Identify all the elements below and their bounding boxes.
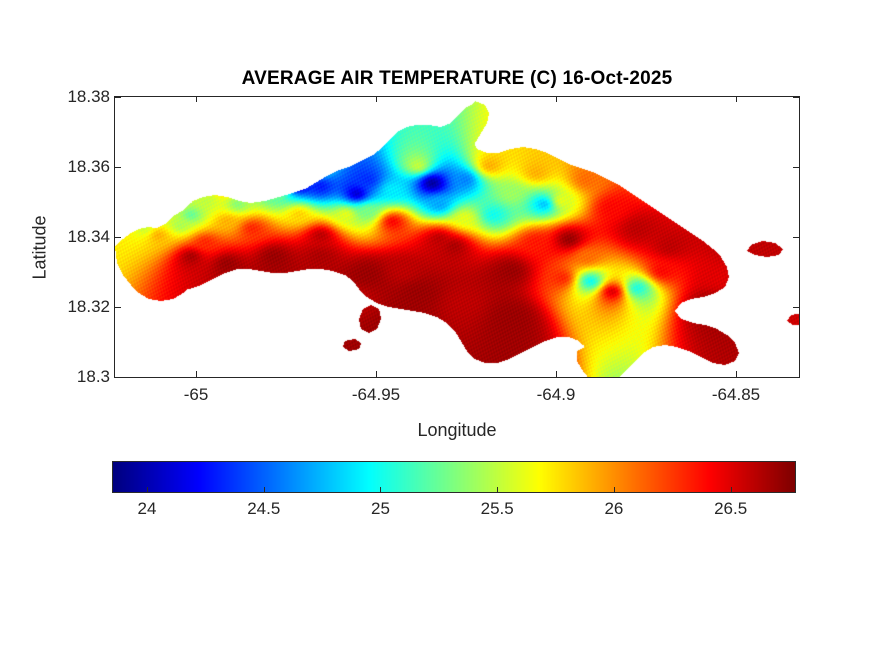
colorbar-gradient	[112, 461, 796, 493]
y-axis-tick-label: 18.3	[76, 367, 110, 386]
colorbar-tick	[730, 487, 732, 493]
x-axis-tick	[376, 371, 377, 377]
x-axis-tick	[736, 96, 737, 102]
x-axis-label: Longitude	[417, 420, 497, 440]
x-axis-tick-label: -64.95	[351, 385, 401, 404]
y-axis-tick-label: 18.32	[67, 297, 110, 316]
y-axis-tick	[115, 307, 121, 308]
colorbar-tick	[613, 487, 615, 493]
y-axis-tick-label: 18.38	[67, 87, 110, 106]
y-axis-tick	[115, 167, 121, 168]
x-axis-tick	[196, 371, 197, 377]
colorbar-tick-label: 25.5	[480, 499, 514, 518]
x-axis-tick-label: -64.85	[711, 385, 761, 404]
y-axis-tick-label: 18.36	[67, 157, 110, 176]
x-axis-tick	[556, 96, 557, 102]
colorbar-tick-label: 25	[370, 499, 390, 518]
colorbar-tick-label: 26	[604, 499, 624, 518]
x-axis-tick-label: -65	[183, 385, 209, 404]
colorbar-tick-label: 26.5	[714, 499, 748, 518]
x-axis-tick	[196, 96, 197, 102]
y-axis-tick	[115, 237, 121, 238]
y-axis-tick	[793, 237, 799, 238]
colorbar-tick	[263, 487, 265, 493]
y-axis-tick	[793, 167, 799, 168]
y-axis-tick	[793, 377, 799, 378]
colorbar-tick-label: 24	[137, 499, 157, 518]
y-axis-tick	[115, 377, 121, 378]
colorbar	[112, 461, 796, 493]
x-axis-tick	[736, 371, 737, 377]
page-title: AVERAGE AIR TEMPERATURE (C) 16-Oct-2025	[241, 68, 673, 89]
x-axis-tick-label: -64.9	[536, 385, 576, 404]
colorbar-tick	[147, 487, 149, 493]
temperature-heatmap-canvas	[115, 97, 799, 377]
colorbar-tick	[497, 487, 499, 493]
y-axis-label: Latitude	[29, 215, 50, 280]
colorbar-tick	[380, 487, 382, 493]
x-axis-tick	[376, 96, 377, 102]
y-axis-tick	[793, 307, 799, 308]
y-axis-tick	[793, 97, 799, 98]
map-plot-area	[114, 96, 800, 378]
x-axis-tick	[556, 371, 557, 377]
y-axis-tick-label: 18.34	[67, 227, 110, 246]
colorbar-tick-label: 24.5	[247, 499, 281, 518]
y-axis-tick	[115, 97, 121, 98]
